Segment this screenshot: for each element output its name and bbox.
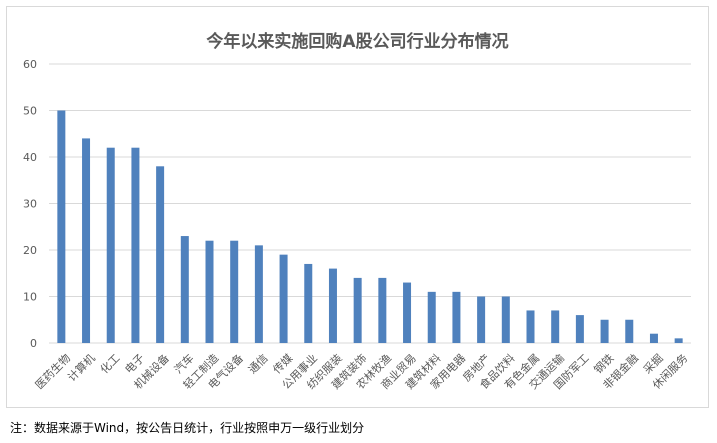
bar [254,245,263,343]
bar [526,310,535,343]
x-category-label: 通信 [246,352,271,377]
y-tick-label: 0 [30,337,37,350]
bar [403,282,412,343]
chart-frame: 今年以来实施回购A股公司行业分布情况 0 10 20 30 40 50 60 医药生物 计算机化… [6,6,709,408]
bar [551,310,560,343]
bar [501,296,510,343]
bar [156,166,165,343]
chart-title: 今年以来实施回购A股公司行业分布情况 [206,32,509,52]
bar [328,268,337,343]
x-category-label: 医药生物 [32,351,73,392]
bar [57,110,66,343]
bar [378,277,387,343]
y-tick-label: 50 [23,105,37,118]
bar [649,333,658,343]
bar [452,291,461,343]
bar [600,319,609,343]
bar [625,319,634,343]
bar [82,138,91,343]
bar [353,277,362,343]
bar [279,254,288,343]
bar [106,147,115,343]
y-tick-label: 40 [23,151,37,164]
bar [131,147,140,343]
y-tick-label: 30 [23,198,37,211]
y-tick-label: 20 [23,244,37,257]
bar [180,236,189,343]
bar [674,338,683,343]
footnote: 注：数据来源于Wind，按公告日统计，行业按照申万一级行业划分 [10,421,365,435]
x-category-label: 计算机 [65,351,98,384]
bar [575,315,584,343]
bar [230,240,239,343]
y-tick-label: 10 [23,291,37,304]
bar [427,291,436,343]
bar [304,263,313,343]
x-category-label: 化工 [97,351,122,376]
bar [205,240,214,343]
bar [477,296,486,343]
y-tick-label: 60 [23,58,37,71]
